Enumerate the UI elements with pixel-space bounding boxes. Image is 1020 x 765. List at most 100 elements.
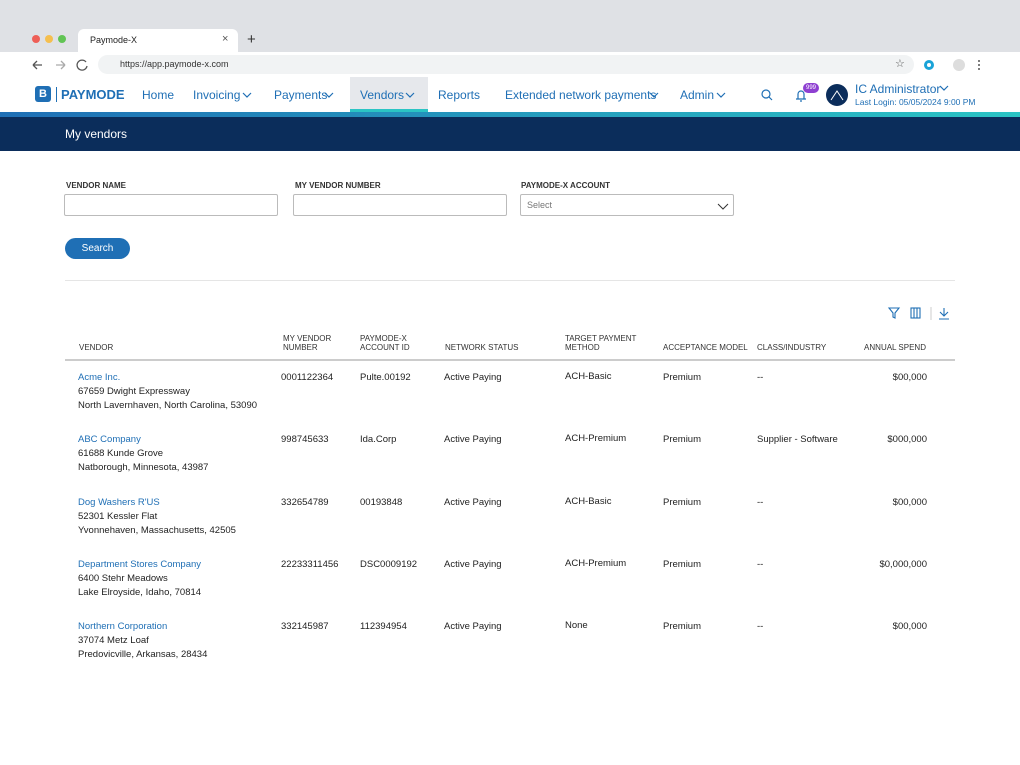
table-cell: 332654789	[281, 496, 329, 508]
table-cell: ACH-Premium	[565, 433, 627, 445]
address-bar: https://app.paymode-x.com ☆	[0, 52, 1020, 78]
table-cell: Active Paying	[444, 496, 502, 508]
logo-mark[interactable]: B	[35, 86, 51, 102]
annual-spend: $000,000	[887, 434, 927, 446]
field-label: MY VENDOR NUMBER	[295, 181, 381, 190]
account-select[interactable]: Select	[520, 194, 734, 216]
table-cell: Active Paying	[444, 372, 502, 383]
browser-tabbar: Paymode-X × +	[0, 0, 1020, 52]
table-cell: 112394954	[360, 621, 407, 633]
table-cell: --	[757, 621, 764, 633]
vendor-link[interactable]: Department Stores Company	[78, 558, 202, 570]
vendor-address: 61688 Kunde Grove	[78, 448, 164, 460]
table-tools[interactable]	[885, 305, 955, 321]
bookmark-star[interactable]: ☆	[895, 58, 905, 70]
vendor-address: 6400 Stehr Meadows	[78, 572, 168, 584]
table-cell: Pulte.00192	[360, 372, 411, 383]
browser-extensions[interactable]	[922, 58, 982, 72]
annual-spend: $0,000,000	[879, 558, 927, 570]
table-cell: --	[757, 496, 764, 508]
nav-item[interactable]: Reports	[438, 88, 481, 102]
annual-spend: $00,000	[892, 621, 927, 633]
field-label: PAYMODE-X ACCOUNT	[521, 181, 611, 190]
vendor-number-input[interactable]	[293, 194, 507, 216]
tab-title: Paymode-X	[90, 35, 138, 45]
nav-item[interactable]: Vendors	[360, 88, 405, 102]
select-placeholder: Select	[527, 200, 553, 210]
url-field[interactable]: https://app.paymode-x.com ☆	[98, 55, 914, 74]
nav-item[interactable]: Invoicing	[193, 88, 241, 102]
column-header: CLASS/INDUSTRY	[757, 343, 827, 352]
column-header: ACCEPTANCE MODEL	[663, 343, 748, 352]
vendor-address: North Lavernhaven, North Carolina, 53090	[78, 400, 258, 411]
table-cell: DSC0009192	[360, 558, 418, 570]
url: https://app.paymode-x.com	[120, 59, 229, 69]
user-name[interactable]: IC Administrator	[855, 82, 941, 96]
table-cell: Premium	[663, 558, 702, 570]
column-header: PAYMODE-X ACCOUNT ID	[360, 334, 410, 352]
vendor-name-input[interactable]	[64, 194, 278, 216]
vendor-address: 52301 Kessler Flat	[78, 510, 158, 522]
select-chevron	[717, 203, 729, 210]
table-cell: --	[757, 372, 764, 383]
annual-spend: $00,000	[892, 496, 927, 508]
notification-badge[interactable]: 999	[805, 85, 816, 91]
column-header: VENDOR	[79, 343, 114, 352]
table-cell: Premium	[663, 372, 702, 383]
table-cell: 0001122364	[281, 372, 334, 383]
vendor-address: Lake Elroyside, Idaho, 70814	[78, 586, 202, 598]
vendor-link[interactable]: ABC Company	[78, 434, 141, 446]
table-cell: ACH-Basic	[565, 371, 612, 382]
tab-close[interactable]: ×	[222, 33, 229, 45]
column-header: ANNUAL SPEND	[864, 343, 926, 352]
page-title: My vendors	[65, 127, 128, 141]
table-cell: Active Paying	[444, 621, 502, 633]
table-cell: 998745633	[281, 434, 329, 446]
browser-tab[interactable]: Paymode-X ×	[78, 29, 238, 52]
table-cell: Premium	[663, 434, 702, 446]
vendor-link[interactable]: Dog Washers R'US	[78, 496, 160, 508]
table-cell: Supplier - Software	[757, 434, 838, 446]
nav-icons	[242, 83, 949, 106]
annual-spend: $00,000	[892, 372, 927, 383]
nav-item[interactable]: Home	[142, 88, 175, 102]
vendor-address: Yvonnehaven, Massachusetts, 42505	[78, 524, 236, 536]
table-cell: 00193848	[360, 496, 403, 508]
table-cell: Premium	[663, 621, 702, 633]
header-rule	[65, 359, 955, 361]
table-cell: Active Paying	[444, 558, 502, 570]
browser-nav-buttons[interactable]	[30, 58, 90, 72]
vendor-link[interactable]: Northern Corporation	[78, 621, 168, 633]
table-cell: ACH-Premium	[565, 557, 627, 569]
search-button[interactable]: Search	[65, 238, 130, 259]
accent-bar	[0, 112, 1020, 117]
page-header: My vendors	[0, 117, 1020, 151]
nav-item[interactable]: Payments	[274, 88, 328, 102]
nav-item[interactable]: Admin	[680, 88, 715, 102]
active-nav-background	[350, 77, 428, 112]
table-cell: Ida.Corp	[360, 434, 397, 446]
new-tab[interactable]: +	[247, 31, 256, 48]
column-header: MY VENDOR NUMBER	[283, 334, 332, 352]
logo-text[interactable]: PAYMODE	[56, 87, 125, 102]
last-login: Last Login: 05/05/2024 9:00 PM	[855, 97, 976, 107]
vendor-address: Natborough, Minnesota, 43987	[78, 462, 209, 474]
vendor-link[interactable]: Acme Inc.	[78, 372, 121, 383]
table-cell: 332145987	[281, 621, 329, 633]
table-cell: ACH-Basic	[565, 495, 612, 507]
column-header: NETWORK STATUS	[445, 343, 519, 352]
table-cell: 22233311456	[281, 558, 339, 570]
vendor-address: Predovicville, Arkansas, 28434	[78, 649, 208, 661]
window-controls[interactable]	[30, 33, 72, 45]
column-header: TARGET PAYMENT METHOD	[565, 334, 637, 352]
vendor-address: 37074 Metz Loaf	[78, 635, 149, 647]
table-cell: Premium	[663, 496, 702, 508]
app-nav: B PAYMODE Home Invoicing Payments Vendor…	[0, 77, 1020, 112]
field-label: VENDOR NAME	[66, 181, 127, 190]
table-cell: Active Paying	[444, 434, 502, 446]
nav-item[interactable]: Extended network payments	[505, 88, 657, 102]
vendor-address: 67659 Dwight Expressway	[78, 386, 190, 397]
divider	[65, 280, 955, 281]
table-cell: --	[757, 558, 764, 570]
